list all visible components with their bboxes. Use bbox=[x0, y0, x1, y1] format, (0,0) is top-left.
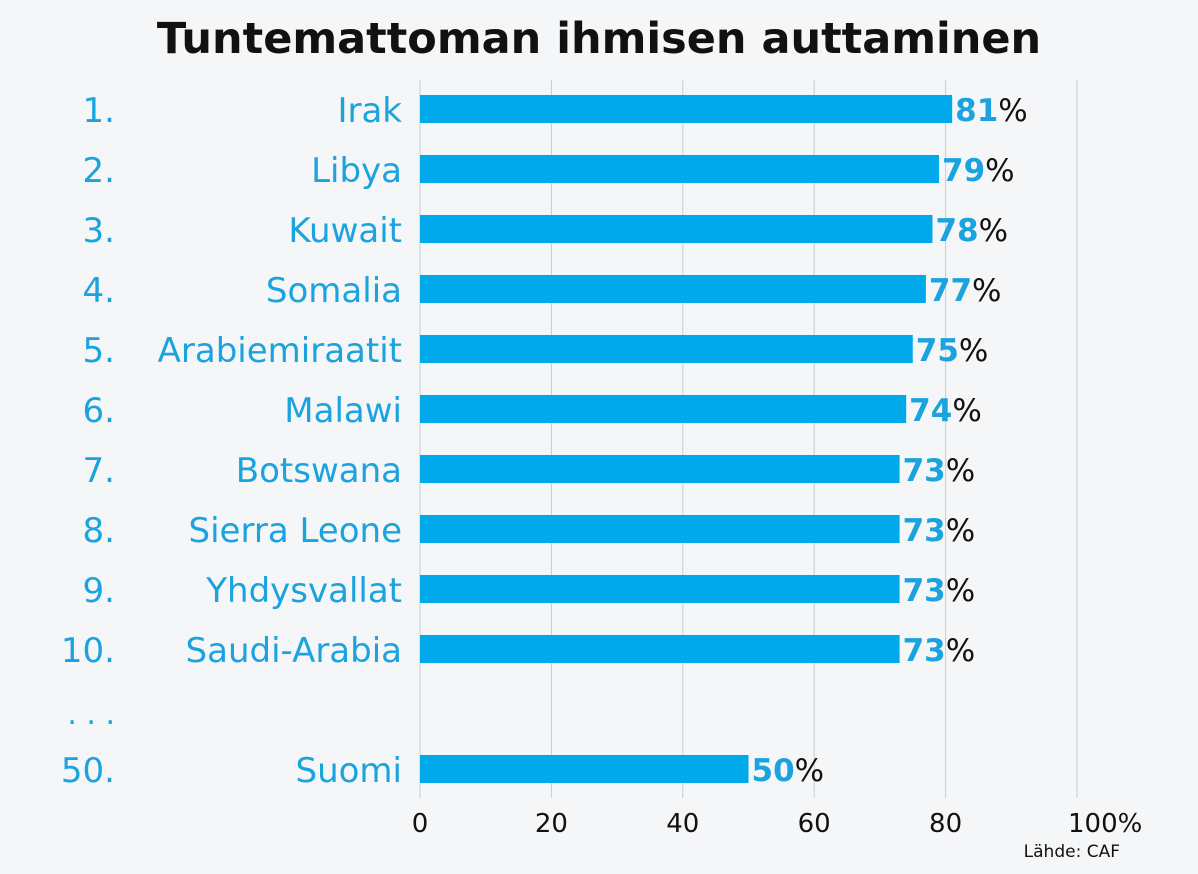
value-suffix: % bbox=[946, 573, 975, 609]
chart-title: Tuntemattoman ihmisen auttaminen bbox=[156, 14, 1042, 64]
x-tick-label: 0 bbox=[412, 809, 429, 839]
value-number: 81 bbox=[955, 93, 998, 129]
value-suffix: % bbox=[972, 273, 1001, 309]
value-number: 78 bbox=[935, 213, 978, 249]
rank-label: 50. bbox=[61, 751, 115, 791]
bar-sierra-leone bbox=[420, 515, 900, 543]
category-label: Arabiemiraatit bbox=[158, 331, 402, 371]
rank-label: 2. bbox=[83, 151, 115, 191]
value-number: 73 bbox=[903, 513, 946, 549]
value-label: 79% bbox=[942, 153, 1015, 189]
category-label: Libya bbox=[311, 151, 402, 191]
value-suffix: % bbox=[985, 153, 1014, 189]
value-suffix: % bbox=[979, 213, 1008, 249]
bar-botswana bbox=[420, 455, 900, 483]
value-suffix: % bbox=[998, 93, 1027, 129]
bar-malawi bbox=[420, 395, 907, 423]
value-number: 79 bbox=[942, 153, 985, 189]
category-label: Suomi bbox=[296, 751, 403, 791]
x-tick-label: 100% bbox=[1068, 809, 1142, 839]
category-label: Botswana bbox=[236, 451, 402, 491]
gap-marker: . . . bbox=[67, 697, 115, 732]
value-label: 78% bbox=[935, 213, 1008, 249]
rank-label: 9. bbox=[83, 571, 115, 611]
value-label: 73% bbox=[903, 513, 976, 549]
category-label: Somalia bbox=[266, 271, 402, 311]
value-label: 50% bbox=[752, 753, 825, 789]
category-label: Kuwait bbox=[288, 211, 402, 251]
value-label: 73% bbox=[903, 633, 976, 669]
value-number: 73 bbox=[903, 453, 946, 489]
value-suffix: % bbox=[795, 753, 824, 789]
rank-label: 8. bbox=[83, 511, 115, 551]
bar-kuwait bbox=[420, 215, 933, 243]
rank-label: 10. bbox=[61, 631, 115, 671]
value-label: 75% bbox=[916, 333, 989, 369]
category-label: Yhdysvallat bbox=[205, 571, 402, 611]
value-label: 73% bbox=[903, 573, 976, 609]
rank-label: 3. bbox=[83, 211, 115, 251]
value-suffix: % bbox=[959, 333, 988, 369]
x-tick-label: 20 bbox=[535, 809, 568, 839]
value-number: 73 bbox=[903, 633, 946, 669]
category-label: Saudi-Arabia bbox=[186, 631, 402, 671]
source-note: Lähde: CAF bbox=[1023, 842, 1120, 862]
bar-saudi-arabia bbox=[420, 635, 900, 663]
rank-label: 6. bbox=[83, 391, 115, 431]
value-label: 74% bbox=[909, 393, 982, 429]
category-label: Malawi bbox=[284, 391, 402, 431]
rank-label: 1. bbox=[83, 91, 115, 131]
x-tick-label: 60 bbox=[798, 809, 831, 839]
value-number: 77 bbox=[929, 273, 972, 309]
value-suffix: % bbox=[946, 633, 975, 669]
value-suffix: % bbox=[952, 393, 981, 429]
value-number: 74 bbox=[909, 393, 952, 429]
rank-label: 5. bbox=[83, 331, 115, 371]
rank-label: 7. bbox=[83, 451, 115, 491]
bar-irak bbox=[420, 95, 953, 123]
value-suffix: % bbox=[946, 513, 975, 549]
bar-arabiemiraatit bbox=[420, 335, 913, 363]
bar-somalia bbox=[420, 275, 926, 303]
value-number: 75 bbox=[916, 333, 959, 369]
value-label: 73% bbox=[903, 453, 976, 489]
category-label: Sierra Leone bbox=[189, 511, 402, 551]
value-label: 77% bbox=[929, 273, 1002, 309]
value-number: 73 bbox=[903, 573, 946, 609]
x-tick-label: 40 bbox=[666, 809, 699, 839]
x-tick-label: 80 bbox=[929, 809, 962, 839]
category-label: Irak bbox=[337, 91, 402, 131]
bar-suomi bbox=[420, 755, 749, 783]
value-label: 81% bbox=[955, 93, 1028, 129]
value-number: 50 bbox=[752, 753, 795, 789]
value-suffix: % bbox=[946, 453, 975, 489]
rank-label: 4. bbox=[83, 271, 115, 311]
bar-libya bbox=[420, 155, 940, 183]
bar-yhdysvallat bbox=[420, 575, 900, 603]
